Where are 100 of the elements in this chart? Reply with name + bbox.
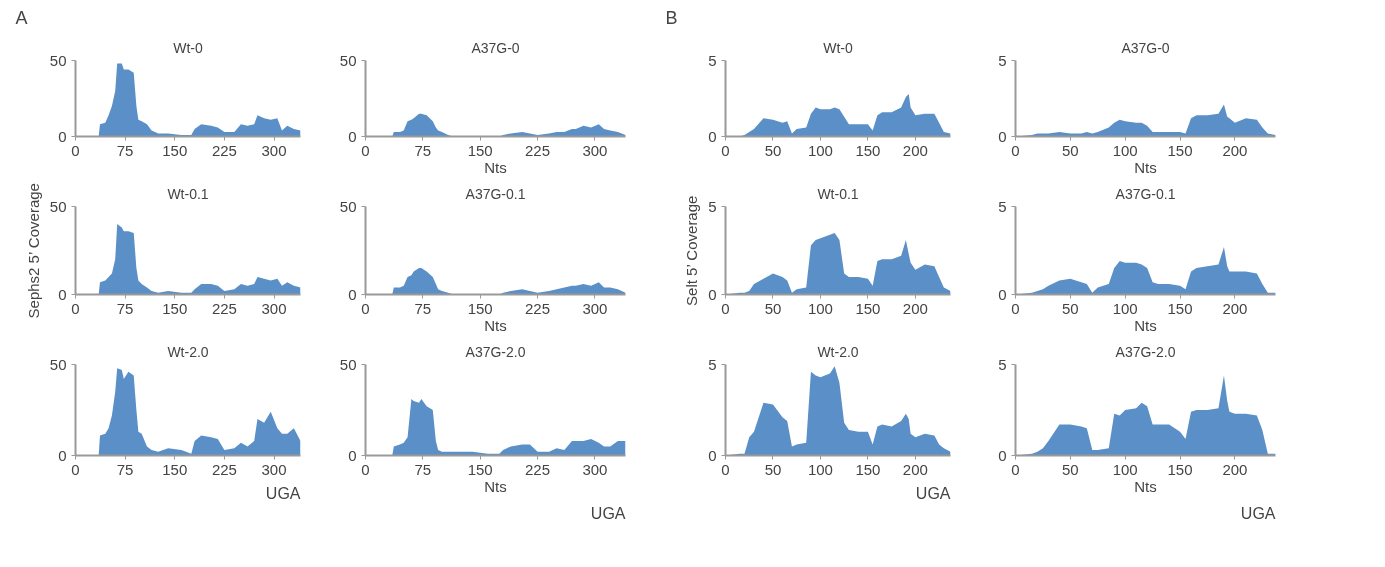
x-tick-label: 300 [261,141,287,159]
y-axis-title: Sephs2 5’ Coverage [24,183,42,319]
y-tick-label: 0 [998,285,1007,303]
x-tick-label: 0 [361,141,370,159]
x-tick-label: 0 [1011,460,1020,478]
y-tick-label: 0 [708,446,717,464]
x-tick-label: 0 [1011,141,1020,159]
x-tick-label: 300 [582,460,608,478]
x-axis-title: Nts [484,316,507,334]
x-tick-label: 50 [764,460,782,478]
x-tick-label: 75 [414,299,432,317]
y-tick-label: 0 [58,285,67,303]
x-tick-label: 200 [902,141,928,159]
x-tick-label: 0 [71,460,80,478]
x-tick-label: 200 [1222,460,1248,478]
chart-title: Wt-0 [823,39,853,56]
chart-title: Wt-0.1 [167,185,209,202]
x-tick-label: 300 [261,460,287,478]
x-tick-label: 150 [162,141,188,159]
x-tick-label: 150 [1167,141,1193,159]
y-tick-label: 0 [708,285,717,303]
x-tick-label: 225 [211,141,237,159]
x-tick-label: 0 [721,460,730,478]
x-tick-label: 200 [1222,141,1248,159]
x-tick-label: 150 [855,299,881,317]
y-tick-label: 50 [49,51,67,69]
chart-title: A37G-0.1 [465,185,526,202]
x-tick-label: 75 [414,460,432,478]
chart-title: Wt-2.0 [817,343,859,360]
x-tick-label: 75 [116,141,134,159]
x-tick-label: 50 [764,299,782,317]
x-tick-label: 0 [361,460,370,478]
y-tick-label: 5 [708,51,717,69]
x-axis-title: Nts [1134,477,1157,495]
y-axis-title: Selt 5’ Coverage [683,195,701,306]
x-tick-label: 150 [467,460,493,478]
x-tick-label: 75 [116,460,134,478]
x-tick-label: 100 [807,141,833,159]
x-tick-label: 200 [1222,299,1248,317]
x-tick-label: 150 [1167,299,1193,317]
x-axis-title: Nts [484,477,507,495]
chart-title: A37G-0.1 [1115,185,1176,202]
text: B [665,7,678,28]
y-tick-label: 50 [339,51,357,69]
chart-title: Wt-2.0 [167,343,209,360]
x-tick-label: 225 [211,299,237,317]
y-tick-label: 0 [998,446,1007,464]
y-tick-label: 50 [339,197,357,215]
text: UGA [590,504,626,522]
x-tick-label: 225 [525,141,551,159]
x-tick-label: 150 [855,460,881,478]
chart-title: Wt-0.1 [817,185,859,202]
x-tick-label: 150 [855,141,881,159]
x-tick-label: 150 [467,141,493,159]
x-tick-label: 200 [902,299,928,317]
y-tick-label: 50 [49,197,67,215]
y-tick-label: 0 [348,127,357,145]
x-tick-label: 150 [162,299,188,317]
x-tick-label: 50 [1062,141,1079,159]
x-tick-label: 300 [582,299,608,317]
x-tick-label: 100 [807,299,833,317]
x-axis-title: Nts [1134,316,1157,334]
y-tick-label: 5 [708,355,717,373]
x-tick-label: 0 [71,141,80,159]
x-tick-label: 100 [1112,141,1138,159]
chart-title: A37G-2.0 [465,343,526,360]
y-tick-label: 50 [49,355,67,373]
chart-title: A37G-2.0 [1115,343,1176,360]
x-tick-label: 150 [162,460,188,478]
y-tick-label: 0 [348,285,357,303]
y-tick-label: 5 [708,197,717,215]
x-tick-label: 150 [1167,460,1193,478]
x-tick-label: 150 [467,299,493,317]
y-tick-label: 0 [348,446,357,464]
x-axis-title: Nts [1134,158,1157,176]
x-tick-label: 300 [261,299,287,317]
x-tick-label: 0 [1011,299,1020,317]
chart-title: Wt-0 [173,39,203,56]
x-tick-label: 100 [1112,460,1138,478]
text: UGA [1240,504,1276,522]
text: A [15,7,28,28]
x-tick-label: 200 [902,460,928,478]
y-tick-label: 50 [339,355,357,373]
x-tick-label: 225 [525,460,551,478]
text: UGA [265,484,301,502]
x-tick-label: 75 [414,141,432,159]
x-tick-label: 100 [1112,299,1138,317]
chart-title: A37G-0 [471,39,520,56]
text: UGA [915,484,951,502]
y-tick-label: 0 [58,446,67,464]
y-tick-label: 0 [998,127,1007,145]
x-tick-label: 50 [1062,299,1079,317]
x-tick-label: 75 [116,299,134,317]
y-tick-label: 0 [58,127,67,145]
y-tick-label: 5 [998,355,1007,373]
x-axis-title: Nts [484,158,507,176]
x-tick-label: 0 [721,299,730,317]
x-tick-label: 225 [525,299,551,317]
y-tick-label: 5 [998,51,1007,69]
y-tick-label: 5 [998,197,1007,215]
